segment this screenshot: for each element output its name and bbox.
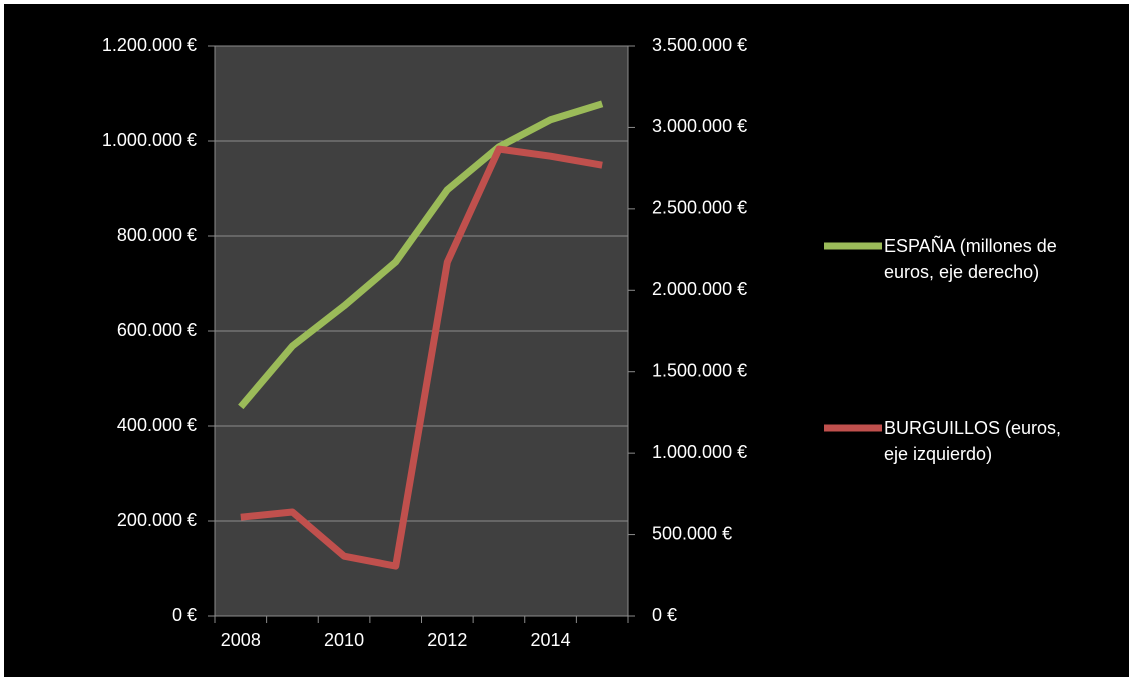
x-tick-label: 2008	[221, 630, 261, 650]
y2-tick-label: 3.500.000 €	[652, 35, 747, 55]
y-tick-label: 600.000 €	[117, 320, 197, 340]
legend-label: ESPAÑA (millones de euros, eje derecho)	[884, 236, 1057, 282]
y-tick-label: 0 €	[172, 605, 197, 625]
y-tick-label: 200.000 €	[117, 510, 197, 530]
legend-label: BURGUILLOS (euros, eje izquierdo)	[884, 418, 1062, 464]
x-tick-label: 2014	[531, 630, 571, 650]
y-tick-label: 1.200.000 €	[102, 35, 197, 55]
y-tick-label: 800.000 €	[117, 225, 197, 245]
y2-tick-label: 1.000.000 €	[652, 442, 747, 462]
y2-tick-label: 1.500.000 €	[652, 360, 747, 380]
x-tick-label: 2012	[427, 630, 467, 650]
y-tick-label: 1.000.000 €	[102, 130, 197, 150]
series-line	[238, 100, 604, 410]
y2-tick-label: 3.000.000 €	[652, 116, 747, 136]
x-tick-label: 2010	[324, 630, 364, 650]
y2-tick-label: 2.000.000 €	[652, 279, 747, 299]
y2-tick-label: 0 €	[652, 605, 677, 625]
y2-tick-label: 2.500.000 €	[652, 198, 747, 218]
series-line	[240, 145, 603, 570]
y2-tick-label: 500.000 €	[652, 523, 732, 543]
y-tick-label: 400.000 €	[117, 415, 197, 435]
